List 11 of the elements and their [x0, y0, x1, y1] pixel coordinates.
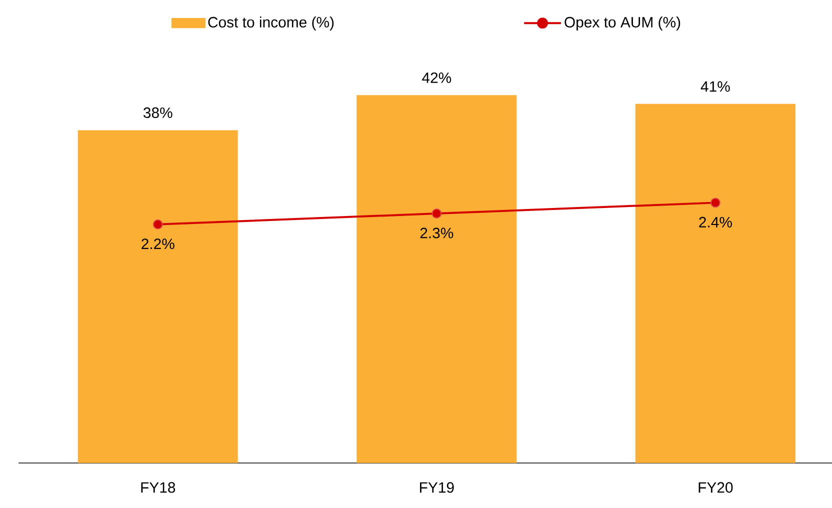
data-label: 2.4% [699, 216, 732, 228]
data-label: 41% [700, 81, 730, 92]
data-label: 2.3% [420, 228, 454, 238]
x-tick-label: FY20 [698, 482, 733, 493]
data-label: 2.2% [142, 238, 174, 250]
x-tick-label: FY19 [420, 482, 454, 493]
x-tick-label: FY18 [141, 482, 176, 493]
legend-label: Opex to AUM (%) [564, 16, 680, 30]
data-label: 42% [422, 72, 452, 83]
legend-label: Cost to income (%) [208, 16, 334, 30]
data-label: 38% [143, 107, 172, 118]
